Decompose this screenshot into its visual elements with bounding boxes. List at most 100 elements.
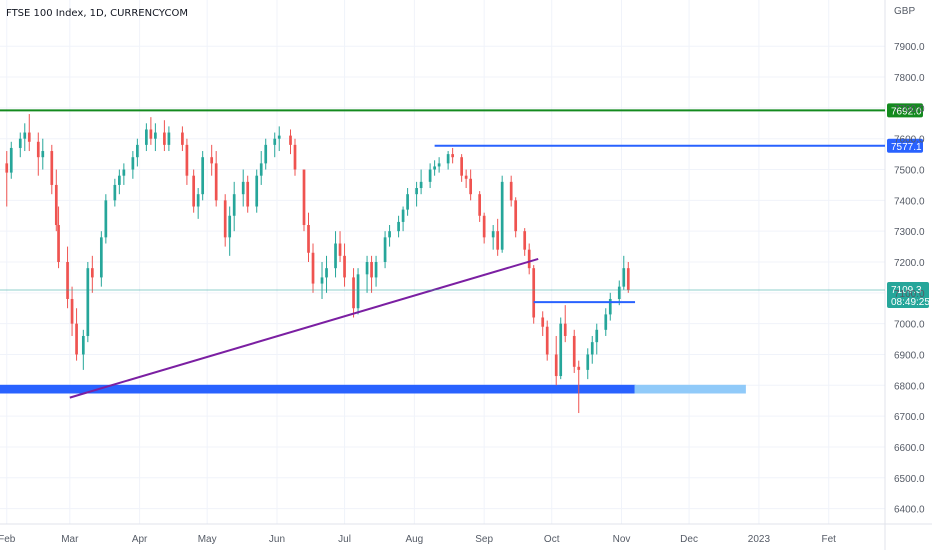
y-tick-label: 7300.0 <box>894 227 925 238</box>
candle-body <box>437 163 441 167</box>
candle-body <box>289 135 292 145</box>
candle-body <box>223 200 227 238</box>
y-tick-label: 7900.0 <box>894 42 925 53</box>
candle-body <box>523 231 527 250</box>
candle-body <box>446 154 450 164</box>
y-tick-label: 6900.0 <box>894 350 925 361</box>
y-tick-label: 7000.0 <box>894 320 925 331</box>
candle-body <box>90 268 94 278</box>
candle-body <box>311 252 315 284</box>
candle-body <box>145 129 148 145</box>
candle-body <box>419 181 423 189</box>
candle-body <box>196 194 200 207</box>
x-tick-label: 2023 <box>748 534 771 545</box>
x-tick-label: Oct <box>544 534 560 545</box>
candle-body <box>131 157 135 170</box>
candle-body <box>604 314 608 330</box>
x-tick-label: May <box>198 534 217 545</box>
y-tick-label: 7700.0 <box>894 104 925 115</box>
current-price-badge <box>887 281 929 308</box>
candle-body <box>626 268 630 290</box>
candle-body <box>388 231 391 238</box>
y-tick-label: 6700.0 <box>894 412 925 423</box>
candle-body <box>433 166 436 170</box>
candle-body <box>370 262 373 278</box>
candle-body <box>18 138 22 148</box>
candle-body <box>622 268 626 287</box>
candle-body <box>572 335 576 367</box>
candle-body <box>185 144 189 176</box>
candle-body <box>541 317 545 327</box>
candle-body <box>397 221 400 232</box>
x-tick-label: Fet <box>821 534 836 545</box>
y-tick-label: 6500.0 <box>894 474 925 485</box>
x-tick-label: Mar <box>61 534 79 545</box>
candle-body <box>338 243 342 256</box>
candle-body <box>482 215 486 238</box>
candle-body <box>464 175 468 179</box>
candle-body <box>273 138 277 145</box>
candle-body <box>86 268 90 336</box>
x-tick-label: Jul <box>338 534 351 545</box>
current-price-value: 7109.3 <box>891 285 922 296</box>
candle-body <box>334 243 337 269</box>
y-tick-label: 7200.0 <box>894 258 925 269</box>
candle-body <box>509 181 513 201</box>
candle-body <box>57 225 60 262</box>
current-price-countdown: 08:49:25 <box>891 297 930 308</box>
candle-body <box>608 298 612 315</box>
candle-body <box>478 194 482 216</box>
candle-body <box>264 144 268 164</box>
candle-body <box>320 277 324 284</box>
candle-body <box>352 277 355 309</box>
x-tick-label: Dec <box>680 534 698 545</box>
candle-body <box>181 132 184 145</box>
candle-body <box>302 169 306 226</box>
candle-body <box>5 163 9 173</box>
x-tick-label: Nov <box>613 534 631 545</box>
candle-body <box>192 175 196 207</box>
candle-body <box>383 237 387 262</box>
candle-body <box>241 181 245 195</box>
x-tick-label: Apr <box>132 534 148 545</box>
candle-body <box>401 209 405 222</box>
candle-body <box>595 329 599 343</box>
candle-body <box>113 184 117 201</box>
candle-body <box>99 237 103 278</box>
candle-body <box>415 188 418 195</box>
candle-body <box>54 184 58 226</box>
y-tick-label: 7600.0 <box>894 135 925 146</box>
candle-body <box>154 132 157 139</box>
candle-body <box>563 323 567 336</box>
y-tick-label: 7400.0 <box>894 196 925 207</box>
candle-body <box>259 163 263 176</box>
candle-body <box>277 135 281 139</box>
candle-body <box>532 268 536 318</box>
y-tick-label: 7500.0 <box>894 166 925 177</box>
candle-body <box>104 200 108 238</box>
candle-body <box>255 175 259 207</box>
x-tick-label: Feb <box>0 534 16 545</box>
candle-body <box>365 262 369 275</box>
candle-body <box>232 194 236 216</box>
candle-body <box>590 342 594 355</box>
candle-body <box>491 231 495 238</box>
candle-body <box>325 268 328 278</box>
candle-body <box>617 286 621 299</box>
candle-body <box>163 132 166 145</box>
candle-body <box>428 169 432 182</box>
currency-label: GBP <box>894 6 915 17</box>
x-tick-label: Aug <box>405 534 423 545</box>
y-tick-label: 7100.0 <box>894 289 925 300</box>
y-tick-label: 7800.0 <box>894 73 925 84</box>
candle-body <box>293 144 297 170</box>
candle-body <box>406 194 409 210</box>
y-tick-label: 6600.0 <box>894 443 925 454</box>
candle-body <box>36 141 40 158</box>
candle-body <box>343 255 346 278</box>
candle-body <box>27 132 31 142</box>
candle-body <box>66 262 69 299</box>
candle-body <box>469 178 472 195</box>
